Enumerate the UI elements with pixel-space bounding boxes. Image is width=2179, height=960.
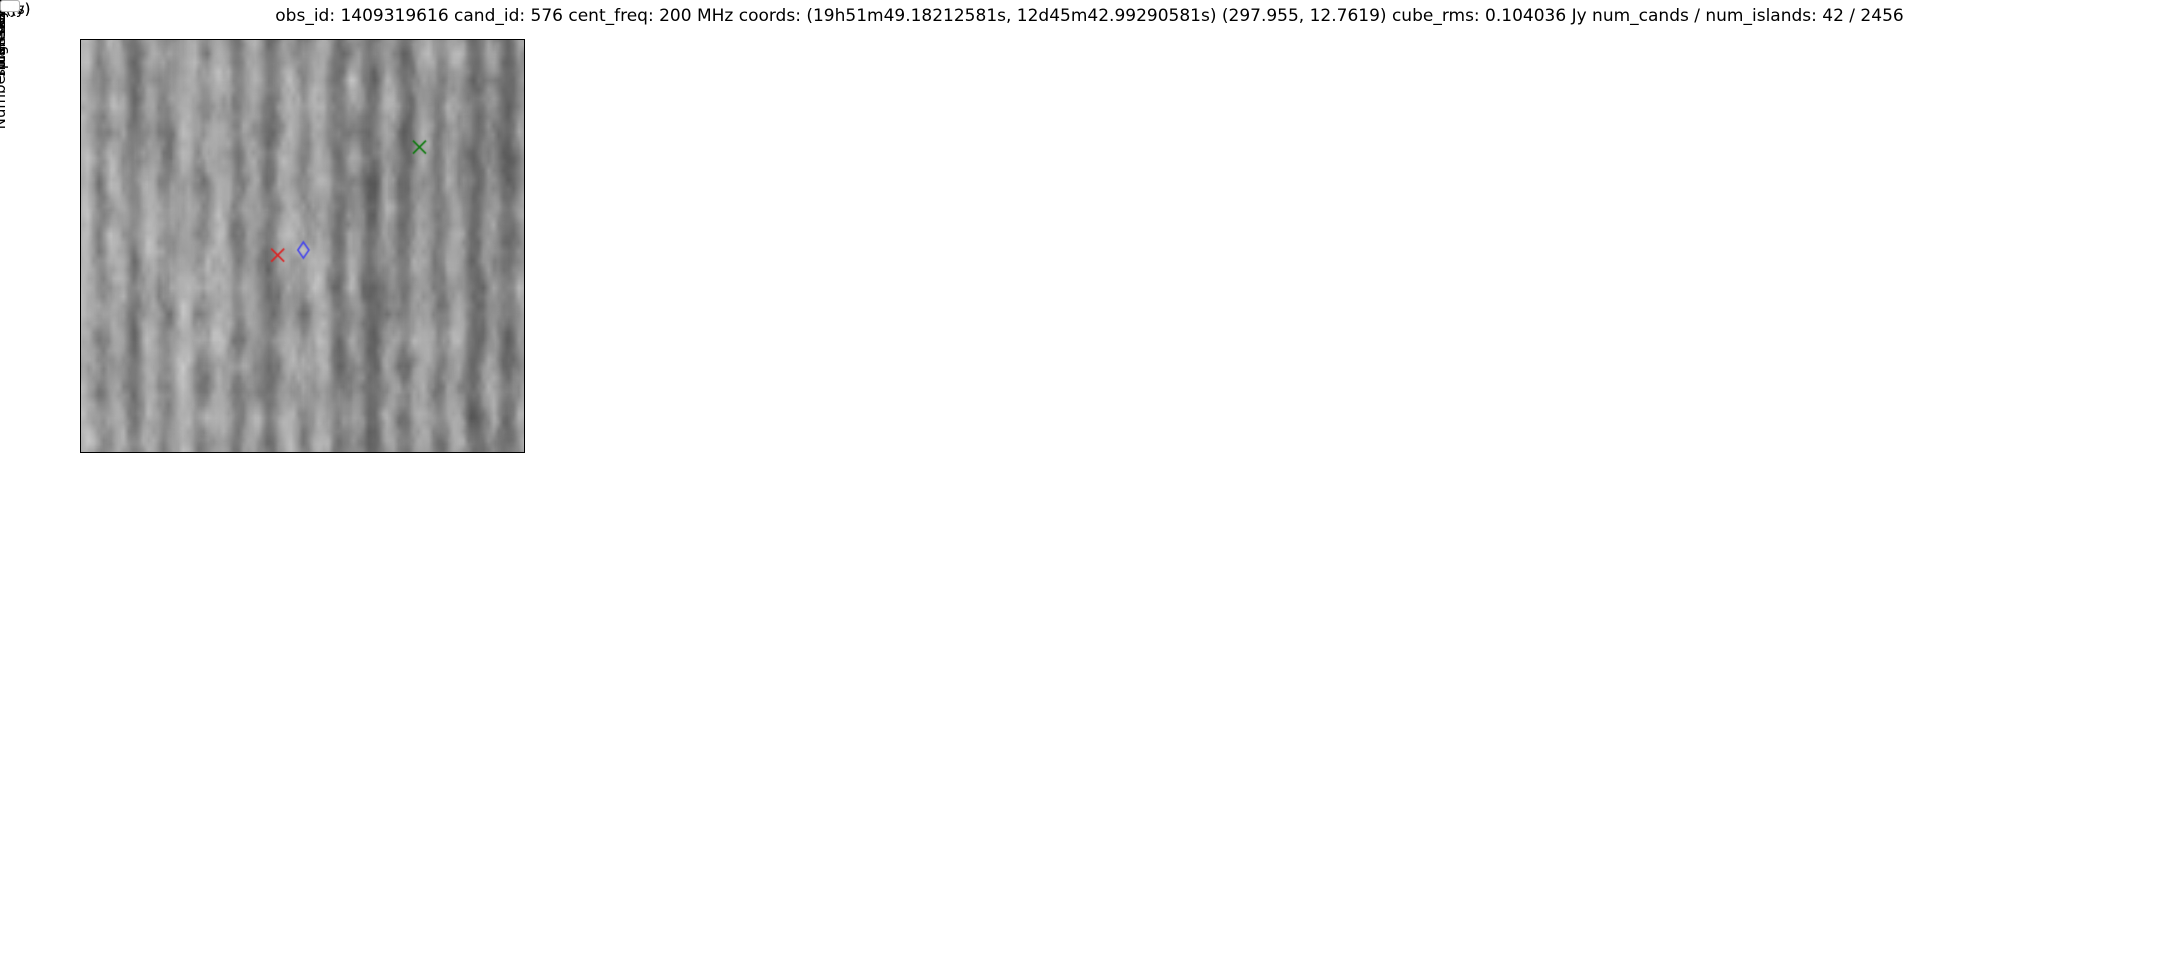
histogram-ylabel: Number density of pixels in cutout — [0, 0, 9, 130]
figure-title: obs_id: 1409319616 cand_id: 576 cent_fre… — [275, 6, 1904, 26]
histogram-legend — [0, 0, 20, 12]
tcg-map — [0, 0, 301, 151]
